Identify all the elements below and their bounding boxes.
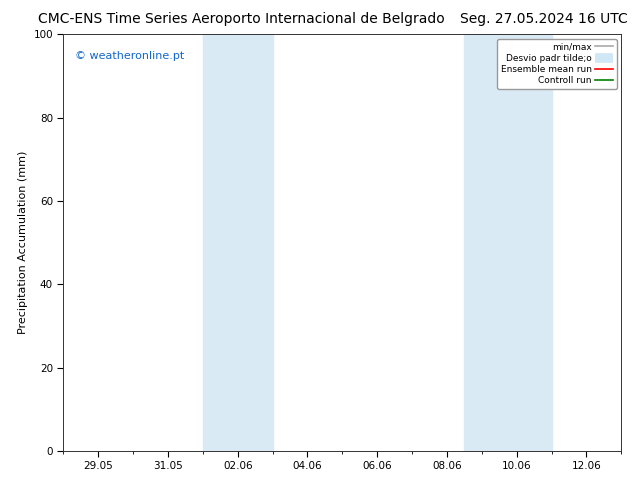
Bar — [203, 34, 273, 451]
Text: © weatheronline.pt: © weatheronline.pt — [75, 51, 184, 61]
Text: Seg. 27.05.2024 16 UTC: Seg. 27.05.2024 16 UTC — [460, 12, 628, 26]
Y-axis label: Precipitation Accumulation (mm): Precipitation Accumulation (mm) — [18, 151, 28, 334]
Legend: min/max, Desvio padr tilde;o, Ensemble mean run, Controll run: min/max, Desvio padr tilde;o, Ensemble m… — [497, 39, 617, 89]
Bar — [464, 34, 552, 451]
Text: CMC-ENS Time Series Aeroporto Internacional de Belgrado: CMC-ENS Time Series Aeroporto Internacio… — [37, 12, 444, 26]
